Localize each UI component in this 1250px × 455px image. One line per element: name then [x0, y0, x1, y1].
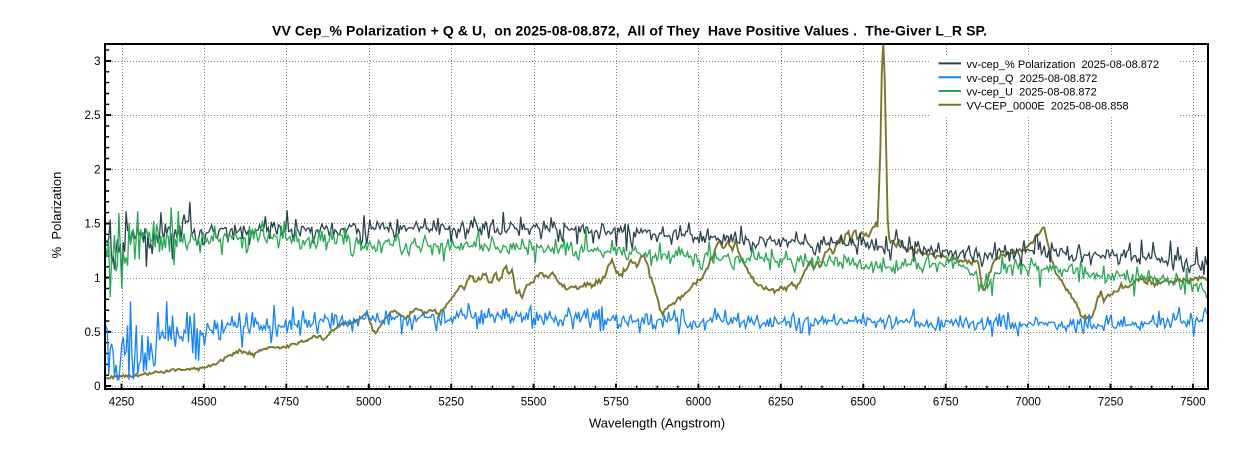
svg-text:3: 3: [94, 56, 100, 68]
svg-text:VV-CEP_0000E 2025-08-08.858: VV-CEP_0000E 2025-08-08.858: [967, 100, 1129, 112]
svg-text:vv-cep_Q 2025-08-08.872: vv-cep_Q 2025-08-08.872: [967, 73, 1098, 85]
svg-text:6250: 6250: [768, 396, 794, 408]
svg-text:2.5: 2.5: [85, 110, 101, 122]
svg-text:6500: 6500: [851, 396, 877, 408]
svg-text:VV Cep_% Polarization + Q & U,: VV Cep_% Polarization + Q & U, on 2025-0…: [272, 23, 987, 39]
svg-text:2: 2: [94, 164, 100, 176]
svg-text:6750: 6750: [933, 396, 959, 408]
svg-text:5750: 5750: [603, 396, 629, 408]
svg-text:0.5: 0.5: [85, 327, 101, 339]
svg-text:Wavelength (Angstrom): Wavelength (Angstrom): [589, 416, 725, 431]
svg-text:vv-cep_% Polarization 2025-08: vv-cep_% Polarization 2025-08-08.872: [967, 59, 1160, 71]
svg-text:5500: 5500: [521, 396, 547, 408]
svg-text:1: 1: [94, 273, 100, 285]
svg-text:7250: 7250: [1098, 396, 1124, 408]
svg-text:vv-cep_U 2025-08-08.872: vv-cep_U 2025-08-08.872: [967, 87, 1097, 99]
svg-text:4250: 4250: [109, 396, 135, 408]
svg-text:5250: 5250: [438, 396, 464, 408]
svg-text:4750: 4750: [274, 396, 300, 408]
svg-text:7000: 7000: [1015, 396, 1041, 408]
svg-text:6000: 6000: [686, 396, 712, 408]
svg-text:4500: 4500: [191, 396, 217, 408]
svg-text:% Polarization: % Polarization: [49, 172, 64, 259]
svg-text:1.5: 1.5: [85, 219, 101, 231]
svg-text:7500: 7500: [1180, 396, 1206, 408]
svg-text:5000: 5000: [356, 396, 382, 408]
svg-text:0: 0: [94, 381, 100, 393]
